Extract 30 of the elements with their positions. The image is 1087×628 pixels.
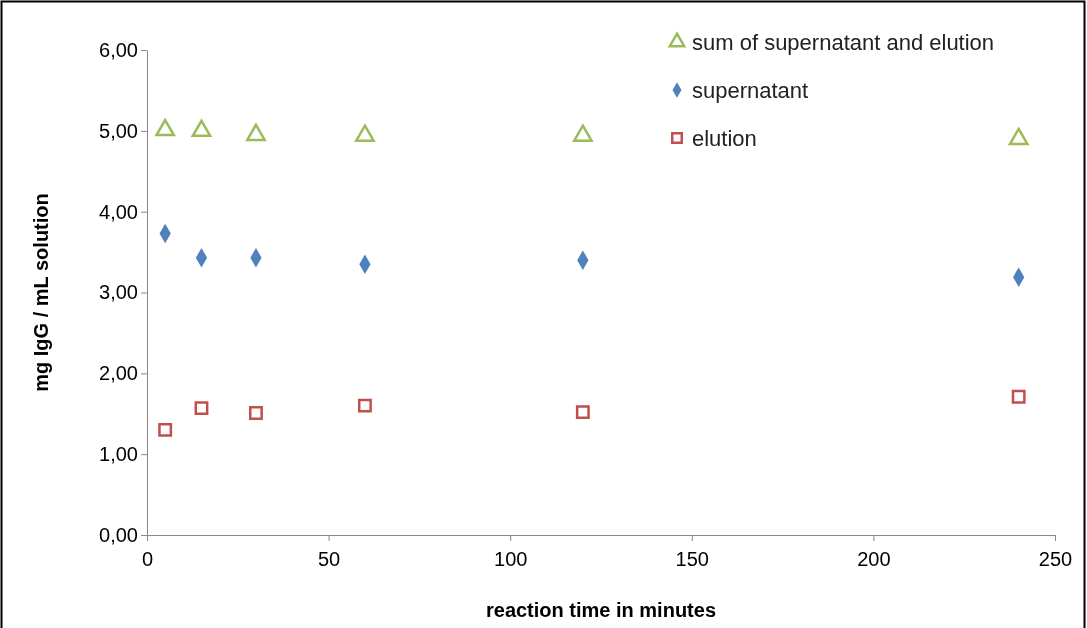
- point: [575, 405, 590, 420]
- point: [246, 123, 266, 142]
- point: [355, 124, 375, 142]
- point: [191, 119, 212, 138]
- legend-label: elution: [692, 126, 757, 151]
- y-tick-label: 5,00: [99, 119, 138, 142]
- y-tick-label: 6,00: [99, 38, 138, 61]
- point: [1008, 127, 1029, 146]
- x-tick-label: 250: [1038, 548, 1073, 570]
- point: [158, 422, 173, 437]
- point: [194, 401, 209, 416]
- legend-label: sum of supernatant and elution: [692, 30, 995, 55]
- legend-label: supernatant: [692, 78, 809, 103]
- y-tick-label: 0,00: [99, 523, 138, 546]
- point: [1011, 389, 1026, 404]
- y-tick-label: 4,00: [99, 200, 138, 223]
- x-axis-title: reaction time in minutes: [485, 599, 717, 621]
- x-tick-label: 150: [675, 548, 709, 570]
- x-tick-label: 0: [141, 548, 154, 570]
- point: [357, 398, 372, 413]
- point: [249, 405, 263, 420]
- point: [155, 118, 176, 137]
- x-tick-label: 200: [857, 548, 891, 570]
- y-tick-label: 3,00: [99, 281, 138, 304]
- y-tick-label: 2,00: [99, 362, 138, 385]
- x-tick-label: 50: [317, 548, 341, 570]
- point: [572, 124, 593, 142]
- x-tick-label: 100: [494, 548, 528, 570]
- y-tick-label: 1,00: [99, 443, 138, 466]
- y-axis-title: mg IgG / mL solution: [30, 193, 52, 392]
